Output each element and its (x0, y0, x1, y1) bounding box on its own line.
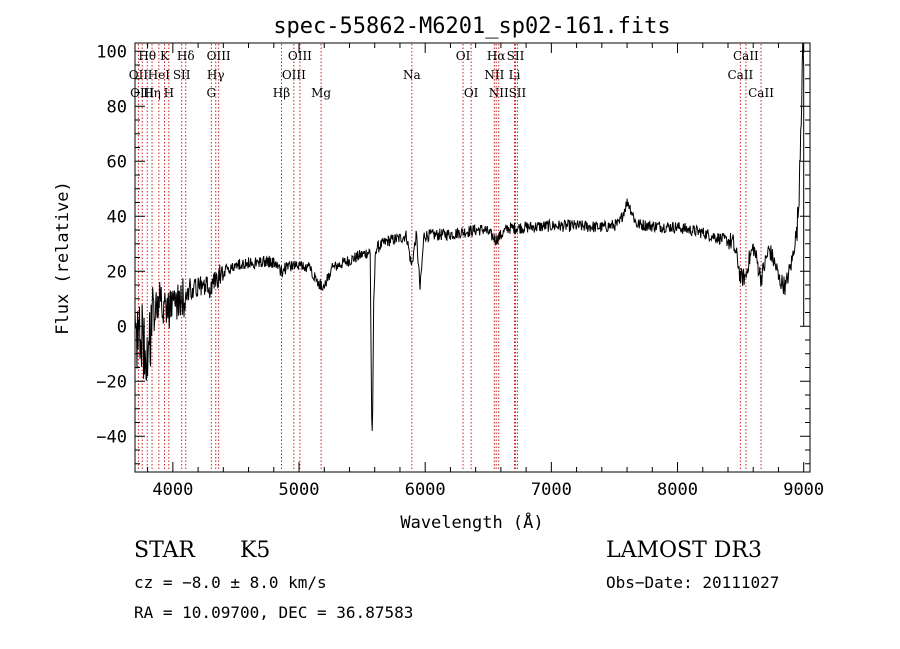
line-label-7: H (164, 86, 174, 100)
line-label-10: Hγ (207, 68, 225, 82)
x-tick-label: 8000 (657, 480, 698, 500)
x-axis-label: Wavelength (Å) (400, 511, 543, 533)
plot-frame (134, 42, 811, 473)
y-tick-label: 100 (96, 42, 127, 62)
x-tick-label: 5000 (279, 480, 320, 500)
spectral-line-labels: Hθ OII OIII K HeI Hη SII H Hδ OIII Hγ G OIII OIII Hβ Mg… (129, 49, 774, 100)
spectral-subclass: K5 (240, 538, 271, 563)
redshift-label: cz = −8.0 ± 8.0 km/s (134, 573, 327, 592)
tick-labels: 4000 5000 6000 7000 8000 9000 −40 −20 0 20 40 60 80 1… (96, 42, 824, 500)
obs-date: Obs−Date: 20111027 (606, 573, 780, 592)
line-label-4: HeI (148, 68, 171, 82)
line-label-24: SII (509, 86, 527, 100)
line-label-0: Hθ (138, 49, 156, 63)
line-label-5: Hη (143, 86, 161, 100)
survey-label: LAMOST DR3 (606, 538, 762, 563)
spectral-line-markers (137, 44, 762, 471)
y-tick-label: −20 (96, 372, 127, 392)
y-tick-label: 20 (107, 262, 127, 282)
line-label-11: G (207, 86, 217, 100)
line-label-2: OIII (130, 86, 154, 100)
line-label-23: NII (489, 86, 509, 100)
y-tick-label: 40 (107, 207, 127, 227)
line-label-8: Hδ (177, 49, 195, 63)
line-label-25: CaII (733, 49, 759, 63)
axis-ticks (135, 43, 810, 472)
line-label-3: K (160, 49, 170, 63)
line-label-19: Hα (487, 49, 506, 63)
line-label-1: OII (129, 68, 149, 82)
line-label-9: OIII (207, 49, 231, 63)
line-label-17: OI (456, 49, 471, 63)
y-tick-label: 0 (117, 317, 127, 337)
line-label-6: SII (173, 68, 191, 82)
y-tick-label: −40 (96, 427, 127, 447)
x-tick-label: 6000 (405, 480, 446, 500)
coordinates: RA = 10.09700, DEC = 36.87583 (134, 603, 414, 622)
chart-title: spec-55862-M6201_sp02-161.fits (273, 14, 670, 39)
y-axis-label: Flux (relative) (53, 181, 73, 335)
x-tick-label: 9000 (783, 480, 824, 500)
line-label-13: OIII (282, 68, 306, 82)
line-label-22: Li (509, 68, 521, 82)
x-tick-label: 4000 (152, 480, 193, 500)
x-tick-label: 7000 (531, 480, 572, 500)
spectrum-line (134, 42, 805, 431)
line-label-27: CaII (748, 86, 774, 100)
line-label-12: OIII (288, 49, 312, 63)
line-label-15: Mg (311, 86, 331, 100)
line-label-18: OI (464, 86, 479, 100)
object-type: STAR (134, 538, 195, 563)
line-label-21: NII (484, 68, 504, 82)
y-tick-label: 80 (107, 97, 127, 117)
line-label-16: Na (403, 68, 421, 82)
line-label-14: Hβ (273, 86, 290, 100)
line-label-26: CaII (727, 68, 753, 82)
line-label-20: SII (507, 49, 525, 63)
y-tick-label: 60 (107, 152, 127, 172)
